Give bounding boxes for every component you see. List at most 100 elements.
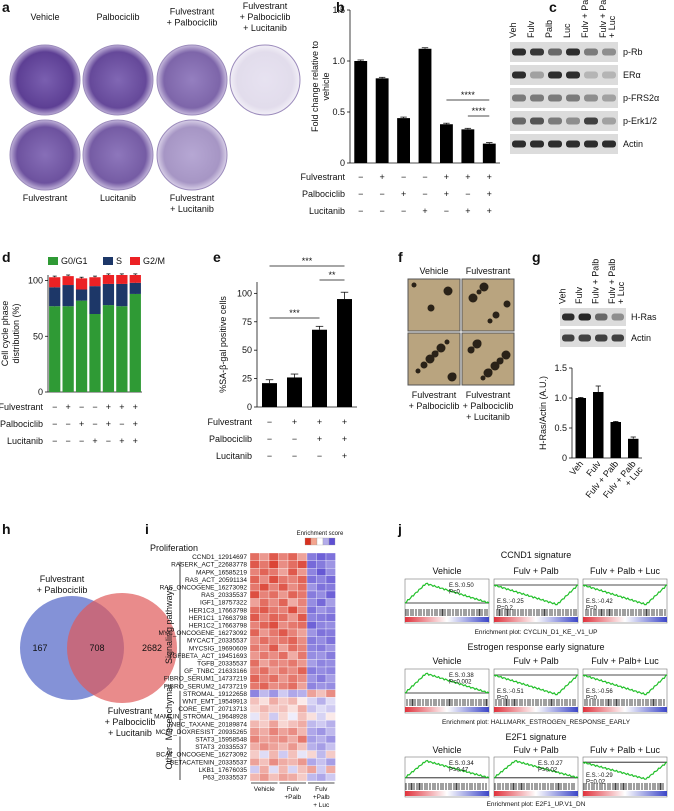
plate-image bbox=[82, 44, 154, 116]
heatmap-cell bbox=[268, 697, 279, 706]
row-label: BCAT_ONCOGENE_16273092 bbox=[156, 752, 247, 759]
heatmap-cell bbox=[249, 727, 260, 736]
row-label: TGFBETA_ACT_19451693 bbox=[168, 653, 247, 660]
heatmap-cell bbox=[249, 704, 260, 713]
heatmap-cell bbox=[297, 750, 308, 759]
heatmap-cell bbox=[297, 689, 308, 698]
heatmap-cell bbox=[249, 621, 260, 630]
heatmap-cell bbox=[316, 712, 327, 721]
heatmap-cell bbox=[325, 742, 336, 751]
condition-sign: + bbox=[92, 436, 97, 446]
text-line: Fold change relative to bbox=[310, 41, 320, 132]
bar bbox=[482, 143, 496, 163]
running-score bbox=[493, 584, 579, 606]
text-line: Veh bbox=[557, 288, 567, 304]
heatmap-cell bbox=[278, 560, 289, 569]
heatmap-cell bbox=[297, 606, 308, 614]
text-line: Fulvestrant bbox=[466, 390, 511, 400]
venn-label: Fulvestrant + Palbociclib bbox=[37, 574, 88, 595]
heatmap-cell bbox=[287, 735, 298, 744]
heatmap-cell bbox=[259, 758, 270, 766]
blot-strip bbox=[560, 329, 626, 347]
bar-segment bbox=[116, 306, 128, 392]
text-line: Cell cycle phase bbox=[0, 301, 10, 367]
heatmap-cell bbox=[297, 697, 308, 706]
heatmap-cell bbox=[287, 613, 298, 622]
condition-sign: + bbox=[342, 451, 347, 461]
row-label: CCND1_12914697 bbox=[192, 554, 247, 561]
y-tick-label: 1.0 bbox=[554, 393, 567, 403]
y-tick-label: 75 bbox=[242, 317, 252, 327]
condition-sign: + bbox=[133, 436, 138, 446]
panel-letter: d bbox=[2, 249, 11, 265]
heatmap-cell bbox=[268, 682, 279, 690]
bar-segment bbox=[89, 314, 101, 392]
condition-sign: + bbox=[487, 206, 492, 216]
heatmap-cell bbox=[278, 697, 289, 706]
blot-band bbox=[512, 71, 526, 79]
plot-title: CCND1 signature bbox=[501, 550, 572, 560]
heatmap-cell bbox=[325, 720, 336, 728]
heatmap-cell bbox=[316, 583, 327, 592]
plot-column-label: Vehicle bbox=[432, 566, 461, 576]
row-label: MAPK_16585219 bbox=[196, 569, 247, 576]
heatmap-cell bbox=[278, 583, 289, 592]
heatmap-cell bbox=[297, 613, 308, 622]
bar-segment bbox=[75, 289, 88, 301]
heatmap-cell bbox=[297, 583, 308, 592]
band-label: ERα bbox=[623, 70, 641, 80]
stat-label: E.S.:0.38 P=0.002 bbox=[449, 673, 474, 686]
heatmap-cell bbox=[287, 628, 298, 637]
text-line: P=0 bbox=[586, 606, 598, 612]
bar-segment bbox=[75, 278, 88, 290]
blot-band bbox=[584, 117, 598, 125]
heatmap-cell bbox=[259, 606, 270, 614]
heatmap-cell bbox=[297, 735, 308, 744]
heatmap-cell bbox=[259, 697, 270, 706]
plate-image bbox=[9, 119, 81, 191]
heatmap-cell bbox=[268, 666, 279, 675]
heatmap-cell bbox=[287, 651, 298, 660]
panel-letter: b bbox=[336, 0, 345, 15]
plot-column-label: Fulv + Palb + Luc bbox=[590, 745, 661, 755]
running-score bbox=[582, 584, 668, 606]
plate-label: Fulvestrant + Lucitanib bbox=[170, 193, 215, 214]
blot-band bbox=[602, 71, 616, 79]
heatmap-cell bbox=[316, 750, 327, 759]
heatmap-cell bbox=[278, 651, 289, 660]
heatmap-cell bbox=[249, 628, 260, 637]
heatmap-cell bbox=[287, 636, 298, 645]
cell-dot bbox=[492, 311, 500, 319]
text-line: Veh bbox=[508, 22, 518, 38]
text-line: Fulv bbox=[574, 286, 584, 304]
blot-band bbox=[512, 94, 526, 102]
heatmap-cell bbox=[249, 689, 260, 698]
blot-band bbox=[578, 334, 591, 342]
rank-strip bbox=[494, 707, 578, 712]
bar-segment bbox=[129, 293, 141, 392]
heatmap-cell bbox=[297, 568, 308, 576]
condition-sign: − bbox=[465, 189, 470, 199]
bar bbox=[461, 129, 475, 163]
cell-dot bbox=[420, 361, 428, 369]
cell-dot bbox=[491, 364, 497, 370]
y-axis-label: %SA-β-gal positive cells bbox=[218, 296, 228, 393]
heatmap-cell bbox=[287, 575, 298, 584]
heatmap-cell bbox=[259, 568, 270, 576]
heatmap-cell bbox=[316, 659, 327, 668]
lane-label: Fulv bbox=[574, 286, 584, 304]
panel-letter: i bbox=[145, 521, 149, 537]
row-label: WNT_EMT_19549913 bbox=[182, 699, 247, 706]
stat-label: E.S.:-0.42 P=0 bbox=[586, 599, 613, 612]
band-label: H-Ras bbox=[631, 312, 657, 322]
text-line: + Palbociclib bbox=[167, 18, 218, 28]
heatmap-cell bbox=[316, 552, 327, 561]
blot-band bbox=[584, 48, 598, 56]
condition-label: Lucitanib bbox=[7, 436, 43, 446]
condition-sign: + bbox=[342, 434, 347, 444]
heatmap-cell bbox=[278, 568, 289, 576]
heatmap-cell bbox=[249, 568, 260, 576]
blot-band bbox=[548, 71, 562, 79]
text-line: Fulvestrant bbox=[170, 193, 215, 203]
heatmap-cell bbox=[278, 727, 289, 736]
